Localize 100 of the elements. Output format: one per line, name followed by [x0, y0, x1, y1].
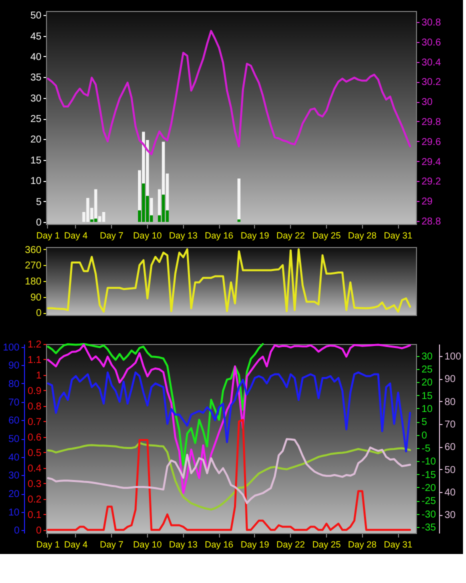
y2-tick-label: 1 [36, 370, 42, 382]
y-tick-label: 80 [444, 396, 456, 408]
x-tick-label: Day 19 [240, 540, 270, 550]
y2-tick-label: 30.8 [422, 17, 442, 28]
y-tick-label: 100 [444, 352, 462, 363]
y-tick-label: 80 [8, 378, 20, 390]
bar [142, 183, 145, 222]
y2-tick-label: 29.2 [422, 176, 442, 188]
y3-tick-label: -10 [422, 456, 436, 468]
y-tick-label: 20 [30, 134, 42, 146]
y-tick-label: 0 [36, 308, 42, 320]
y-tick-label: 30 [444, 510, 456, 522]
y3-tick-label: -15 [422, 470, 436, 481]
y2-tick-label: 0.5 [28, 448, 42, 459]
y2-tick-label: 1.2 [28, 340, 42, 350]
y-tick-label: 20 [8, 489, 20, 500]
y2-tick-label: 0.6 [28, 432, 42, 444]
y3-tick-label: 10 [422, 404, 434, 415]
x-tick-label: Day 16 [204, 230, 234, 240]
y3-tick-label: -25 [422, 496, 436, 508]
line-series [46, 248, 412, 313]
y2-tick-label: 29.4 [422, 156, 442, 168]
x-tick-label: Day 25 [312, 540, 341, 550]
x-tick-label: Day 4 [64, 230, 88, 240]
x-tick-label: Day 19 [240, 230, 270, 240]
line-series [46, 30, 412, 156]
y-tick-label: 50 [8, 434, 20, 445]
y-tick-label: 50 [30, 10, 42, 22]
y3-tick-label: -30 [422, 509, 436, 520]
y2-tick-label: 29.6 [422, 136, 442, 148]
x-tick-label: Day 25 [312, 230, 341, 240]
bar [237, 219, 240, 222]
bar [102, 212, 106, 222]
y3-tick-label: -35 [422, 522, 436, 534]
x-tick-label: Day 1 [36, 230, 60, 240]
y-tick-label: 100 [2, 342, 20, 354]
y-tick-label: 40 [30, 52, 42, 63]
y-tick-label: 10 [30, 176, 42, 188]
line-series [46, 371, 412, 452]
y-tick-label: 0 [14, 526, 20, 537]
y3-tick-label: -20 [422, 482, 436, 494]
y-tick-label: 180 [24, 276, 42, 288]
x-tick-label: Day 28 [348, 230, 377, 240]
y2-tick-label: 28.8 [422, 216, 442, 228]
y2-tick-label: 29.8 [422, 116, 442, 128]
x-tick-label: Day 10 [133, 540, 162, 550]
y3-tick-label: -5 [422, 443, 431, 454]
y3-tick-label: 15 [422, 390, 434, 402]
y-tick-label: 10 [8, 507, 20, 518]
y2-tick-label: 30 [422, 97, 434, 108]
x-tick-label: Day 4 [64, 540, 88, 550]
y2-tick-label: 0.1 [28, 510, 42, 521]
y-tick-label: 40 [8, 452, 20, 464]
y3-tick-label: 20 [422, 378, 434, 389]
y2-tick-label: 0.3 [28, 478, 42, 490]
y-tick-label: 360 [24, 244, 42, 256]
y-tick-label: 90 [444, 374, 456, 386]
y2-tick-label: 0.8 [28, 401, 42, 412]
y-tick-label: 60 [8, 416, 20, 427]
x-tick-label: Day 16 [204, 540, 234, 550]
y-tick-label: 70 [444, 419, 456, 430]
y2-tick-label: 30.2 [422, 77, 442, 88]
line-series [46, 343, 264, 466]
y-tick-label: 90 [8, 360, 20, 372]
bar [94, 218, 98, 222]
bar [237, 178, 240, 222]
y-tick-label: 15 [30, 155, 42, 166]
x-tick-label: Day 1 [36, 540, 60, 550]
y-tick-label: 30 [8, 470, 20, 482]
y2-tick-label: 30.4 [422, 57, 442, 68]
y-tick-label: 90 [30, 292, 42, 304]
x-tick-label: Day 22 [276, 230, 305, 240]
y3-tick-label: 30 [422, 351, 434, 362]
y2-tick-label: 0.2 [28, 494, 42, 506]
x-tick-label: Day 22 [276, 540, 305, 550]
bar [162, 194, 165, 222]
x-tick-label: Day 28 [348, 540, 377, 550]
y-tick-label: 0 [36, 217, 42, 228]
y-tick-label: 60 [444, 442, 456, 454]
y-tick-label: 25 [30, 114, 42, 126]
y3-tick-label: 5 [422, 417, 428, 428]
x-tick-label: Day 13 [168, 230, 198, 240]
y-tick-label: 270 [24, 260, 42, 272]
x-tick-label: Day 10 [133, 230, 162, 240]
y-tick-label: 70 [8, 397, 20, 408]
y3-tick-label: 0 [422, 430, 428, 442]
x-tick-label: Day 7 [100, 540, 124, 550]
y-tick-label: 50 [444, 464, 456, 476]
y-tick-label: 30 [30, 93, 42, 104]
x-tick-label: Day 13 [168, 540, 198, 550]
x-tick-label: Day 31 [384, 540, 412, 550]
y2-tick-label: 0.7 [28, 416, 42, 428]
y-tick-label: 35 [30, 72, 42, 84]
y2-tick-label: 0.4 [28, 463, 42, 474]
x-tick-label: Day 7 [100, 230, 124, 240]
y2-tick-label: 1.1 [28, 354, 42, 366]
line-series [46, 344, 412, 494]
y3-tick-label: 25 [422, 364, 434, 376]
y2-tick-label: 30.6 [422, 37, 442, 48]
bar [86, 198, 90, 222]
